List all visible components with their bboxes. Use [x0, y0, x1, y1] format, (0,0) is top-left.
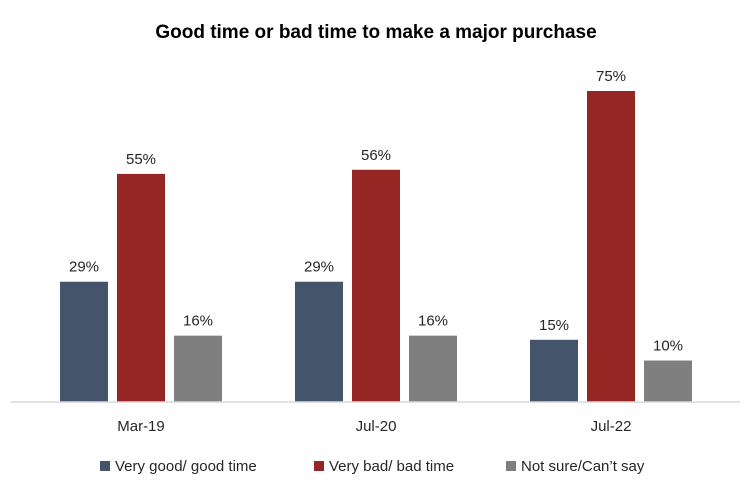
- data-label: 55%: [126, 151, 156, 168]
- legend-label: Not sure/Can’t say: [521, 458, 645, 475]
- category-label: Mar-19: [117, 418, 165, 435]
- data-label: 29%: [304, 259, 334, 276]
- bar-jul-22-series-3: [644, 360, 692, 402]
- bar-jul-20-series-2: [352, 169, 400, 402]
- data-label: 16%: [418, 313, 448, 330]
- legend-label: Very good/ good time: [115, 458, 257, 475]
- data-label: 56%: [361, 147, 391, 164]
- bars-layer: 29% 55% 16% 29% 56% 16% 15% 75% 10%: [60, 68, 692, 402]
- legend-swatch: [314, 461, 324, 471]
- legend-swatch: [100, 461, 110, 471]
- data-label: 75%: [596, 68, 626, 85]
- bar-mar-19-series-2: [117, 173, 165, 402]
- chart-title: Good time or bad time to make a major pu…: [155, 22, 596, 43]
- bar-jul-22-series-2: [587, 91, 635, 402]
- legend-label: Very bad/ bad time: [329, 458, 454, 475]
- bar-mar-19-series-1: [60, 281, 108, 402]
- legend: Very good/ good time Very bad/ bad time No…: [100, 458, 645, 475]
- data-label: 16%: [183, 313, 213, 330]
- category-label: Jul-22: [591, 418, 632, 435]
- category-label: Jul-20: [356, 418, 397, 435]
- data-label: 15%: [539, 317, 569, 334]
- category-labels: Mar-19 Jul-20 Jul-22: [117, 418, 631, 435]
- bar-jul-20-series-1: [295, 281, 343, 402]
- bar-mar-19-series-3: [174, 335, 222, 402]
- bar-jul-20-series-3: [409, 335, 457, 402]
- legend-swatch: [506, 461, 516, 471]
- bar-jul-22-series-1: [530, 339, 578, 402]
- data-label: 29%: [69, 259, 99, 276]
- data-label: 10%: [653, 338, 683, 355]
